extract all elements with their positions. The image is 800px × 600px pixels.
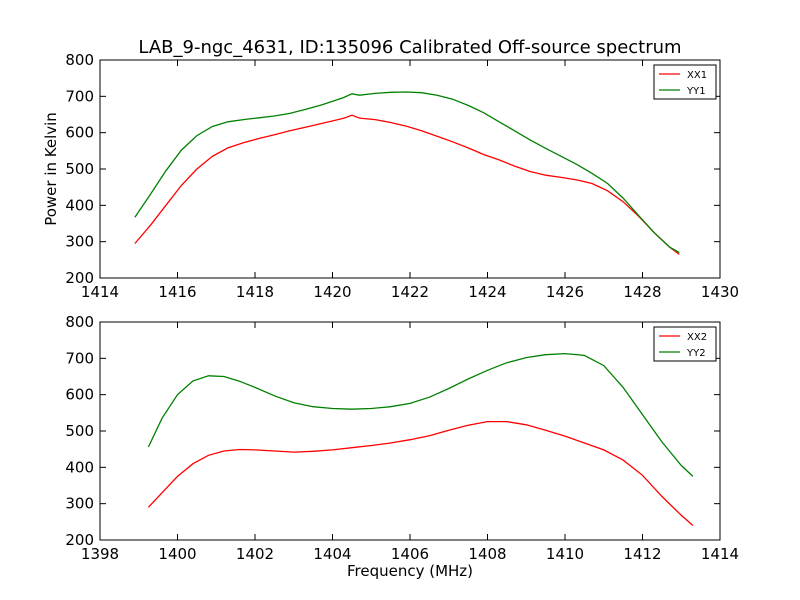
y-tick-label: 800 xyxy=(65,51,94,69)
axes-frame xyxy=(99,321,721,541)
y-tick-label: 700 xyxy=(65,349,94,367)
x-tick-label: 1422 xyxy=(391,283,429,301)
x-tick-label: 1430 xyxy=(701,283,739,301)
plot-bottom: 1398 1400 1402 1404 1406 1408 1410 1412 1414 200 3… xyxy=(65,313,739,580)
y-tick-label: 500 xyxy=(65,160,94,178)
y-tick-label: 200 xyxy=(65,269,94,287)
x-tick-label: 1410 xyxy=(546,545,584,563)
y-tick-label: 500 xyxy=(65,422,94,440)
plot-top: 1414 1416 1418 1420 1422 1424 1426 1428 1430 200 3… xyxy=(42,51,739,301)
x-tick-label: 1416 xyxy=(158,283,196,301)
x-tick-label: 1402 xyxy=(236,545,274,563)
x-tick-label: 1404 xyxy=(313,545,351,563)
y-tick-label: 800 xyxy=(65,313,94,331)
x-tick-label: 1406 xyxy=(391,545,429,563)
legend-label-yy1: YY1 xyxy=(686,86,706,97)
y-tick-label: 600 xyxy=(65,124,94,142)
y-tick-label: 300 xyxy=(65,233,94,251)
series-line-xx2 xyxy=(147,420,694,526)
legend-box xyxy=(653,64,717,100)
x-tick-label: 1414 xyxy=(701,545,739,563)
x-axis-label: Frequency (MHz) xyxy=(347,562,473,580)
legend-label-yy2: YY2 xyxy=(686,348,706,359)
y-tick-label: 600 xyxy=(65,386,94,404)
y-tick-label: 400 xyxy=(65,458,94,476)
x-tick-label: 1400 xyxy=(158,545,196,563)
legend-label-xx2: XX2 xyxy=(687,332,707,343)
x-tick-label: 1420 xyxy=(313,283,351,301)
x-tick-label: 1426 xyxy=(546,283,584,301)
x-tick-label: 1424 xyxy=(468,283,506,301)
y-tick-label: 200 xyxy=(65,531,94,549)
x-tick-label: 1412 xyxy=(623,545,661,563)
x-tick-label: 1414 xyxy=(81,283,119,301)
series-line-yy2 xyxy=(147,352,694,477)
y-tick-label: 700 xyxy=(65,87,94,105)
legend-box xyxy=(653,326,717,362)
x-tick-label: 1398 xyxy=(81,545,119,563)
x-tick-label: 1418 xyxy=(236,283,274,301)
series-line-yy1 xyxy=(134,91,680,254)
chart-title: LAB_9-ngc_4631, ID:135096 Calibrated Off… xyxy=(138,37,681,58)
series-line-xx1 xyxy=(134,114,680,255)
x-tick-label: 1428 xyxy=(623,283,661,301)
y-tick-label: 300 xyxy=(65,495,94,513)
y-axis-label: Power in Kelvin xyxy=(42,112,60,226)
x-tick-label: 1408 xyxy=(468,545,506,563)
y-tick-label: 400 xyxy=(65,196,94,214)
legend-label-xx1: XX1 xyxy=(687,70,707,81)
